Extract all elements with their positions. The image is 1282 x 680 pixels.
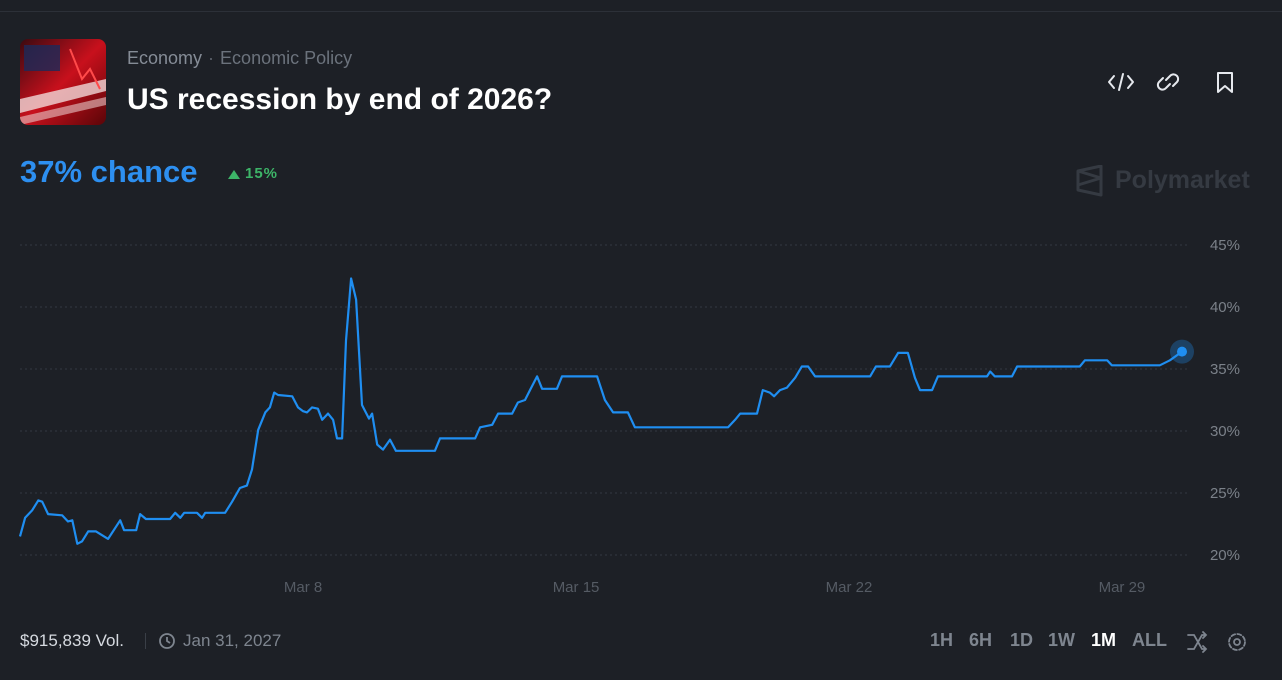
y-tick-label: 45%	[1210, 237, 1240, 254]
volume: $915,839 Vol.	[20, 631, 124, 650]
y-tick-label: 20%	[1210, 547, 1240, 564]
subcategory[interactable]: Economic Policy	[220, 48, 353, 68]
bookmark-button[interactable]	[1217, 72, 1233, 93]
range-button[interactable]: 1M	[1091, 630, 1117, 650]
change: 15%	[245, 165, 279, 182]
y-tick-label: 25%	[1210, 485, 1240, 502]
up-arrow	[228, 170, 240, 179]
shuffle-button[interactable]	[1187, 631, 1208, 653]
end-date: Jan 31, 2027	[183, 631, 282, 650]
chance: 37% chance	[20, 154, 198, 189]
x-tick-label: Mar 15	[553, 579, 600, 596]
range-button[interactable]: ALL	[1132, 630, 1167, 650]
range-button[interactable]: 1D	[1010, 630, 1034, 650]
chart: 20% 25% 30% 35% 40% 45% Mar 8 Mar 15 Mar 22 Mar 2…	[18, 237, 1240, 596]
brand: Polymarket	[1115, 166, 1250, 194]
copy-link-button[interactable]	[1156, 73, 1180, 91]
y-tick-label: 35%	[1210, 361, 1240, 378]
x-tick-label: Mar 29	[1099, 579, 1146, 596]
y-tick-label: 30%	[1210, 423, 1240, 440]
clock-icon	[159, 633, 175, 649]
market-image	[20, 39, 106, 125]
range-button[interactable]: 1H	[930, 630, 954, 650]
x-tick-label: Mar 8	[284, 579, 322, 596]
category[interactable]: Economy	[127, 48, 203, 68]
separator: ·	[208, 48, 215, 68]
end-point	[1177, 346, 1187, 357]
x-tick-label: Mar 22	[826, 579, 873, 596]
brand-logo	[1076, 165, 1103, 197]
actions	[1108, 72, 1233, 93]
embed-button[interactable]	[1108, 73, 1134, 91]
chart-controls	[1187, 631, 1246, 653]
range-button[interactable]: 6H	[969, 630, 993, 650]
range-button[interactable]: 1W	[1048, 630, 1075, 650]
breadcrumb: Economy · Economic Policy	[127, 48, 352, 69]
separator	[145, 633, 146, 649]
y-tick-label: 40%	[1210, 299, 1240, 316]
settings-button[interactable]	[1228, 633, 1246, 651]
market-title: US recession by end of 2026?	[127, 83, 553, 116]
price-line	[18, 277, 1183, 545]
divider	[0, 11, 1282, 12]
